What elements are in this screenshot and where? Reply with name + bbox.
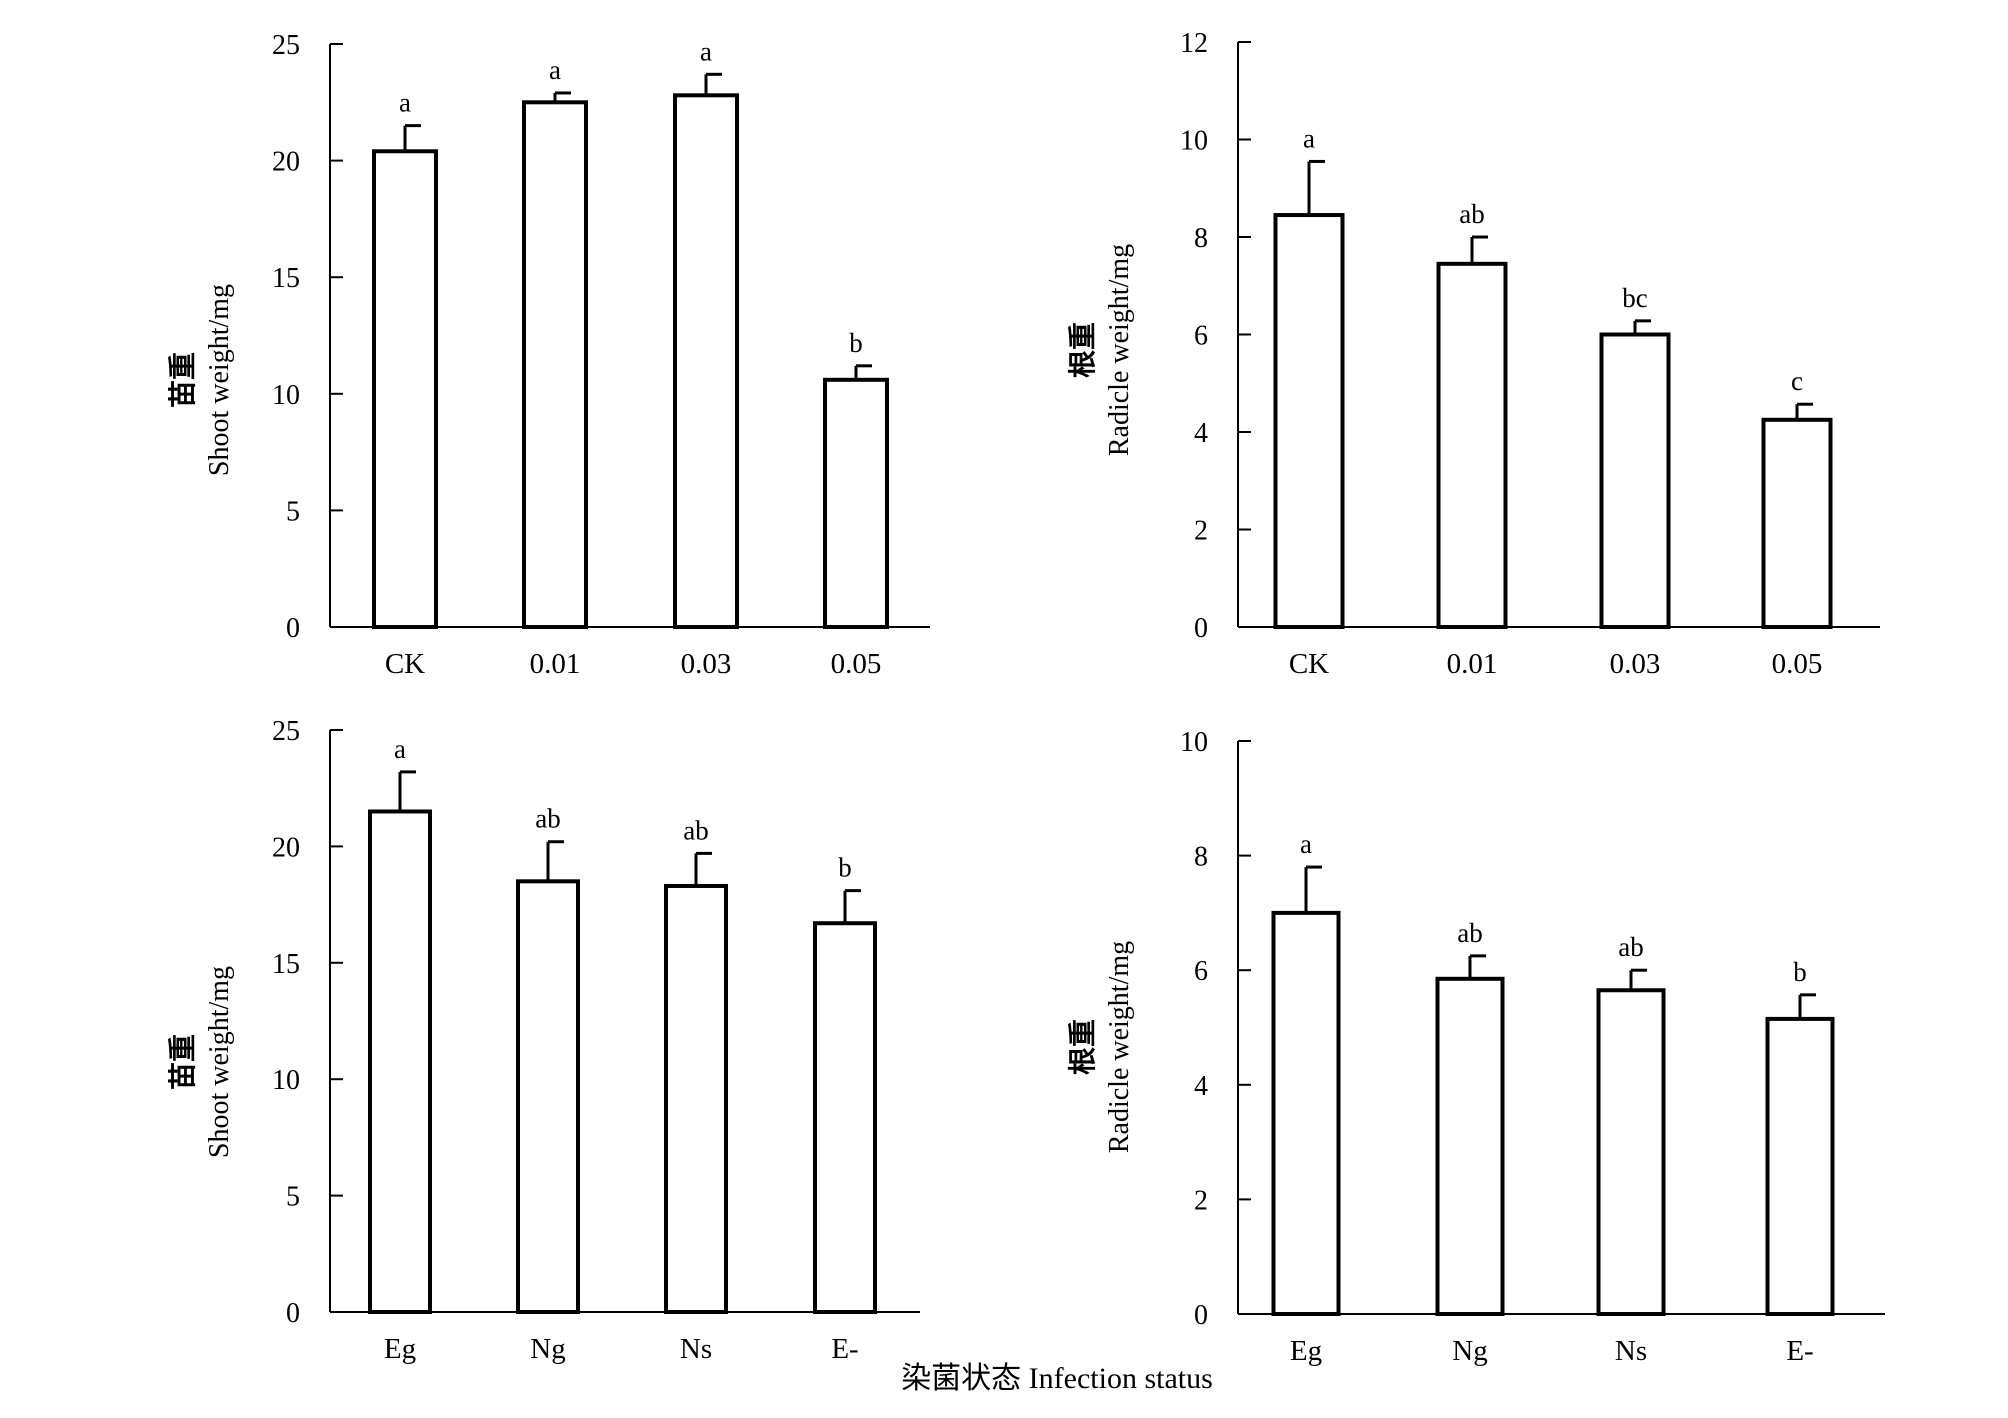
y-tick-label: 25	[272, 716, 300, 747]
significance-label: a	[1303, 123, 1315, 153]
y-tick-label: 20	[272, 147, 300, 178]
bar	[673, 93, 739, 629]
significance-label: ab	[1459, 199, 1484, 229]
y-tick-label: 2	[1194, 1185, 1208, 1216]
y-tick-label: 20	[272, 832, 300, 863]
y-tick-label: 25	[272, 30, 300, 61]
category-label: 0.05	[1772, 648, 1823, 680]
significance-label: a	[399, 88, 411, 118]
category-label: CK	[1289, 648, 1329, 680]
bar	[823, 377, 889, 630]
significance-label: bc	[1622, 283, 1648, 313]
y-tick-label: 5	[286, 496, 300, 527]
y-tick-label: 2	[1194, 516, 1208, 547]
shared-x-axis-label: 染菌状态 Infection status	[901, 1362, 1213, 1395]
significance-label: ab	[535, 804, 560, 834]
significance-label: a	[700, 36, 712, 66]
y-tick-label: 8	[1194, 842, 1208, 873]
y-axis-label-cn: 苗重	[167, 352, 199, 408]
significance-label: a	[394, 734, 406, 764]
significance-label: ab	[683, 815, 708, 845]
bar	[1273, 213, 1345, 629]
y-axis-label: 苗重 Shoot weight/mg	[167, 966, 235, 1158]
shoot-weight-infection-chart: 0 5 10 15 20 25 苗重 Shoot weight/mg a Eg ab Ng ab Ns b E…	[167, 716, 920, 1365]
category-label: Ng	[530, 1333, 565, 1365]
y-axis-label-cn: 苗重	[167, 1034, 199, 1090]
y-tick-label: 15	[272, 263, 300, 294]
y-tick-label: 5	[286, 1182, 300, 1213]
category-label: 0.01	[1447, 648, 1498, 680]
y-tick-label: 12	[1180, 28, 1208, 59]
category-label: Eg	[1290, 1335, 1322, 1367]
significance-label: ab	[1618, 932, 1643, 962]
y-axis-label-en: Shoot weight/mg	[204, 284, 235, 476]
shoot-weight-concentration-chart: 0 5 10 15 20 25 苗重 Shoot weight/mg a CK a 0.01 a 0.03…	[167, 30, 930, 680]
y-tick-label: 4	[1194, 418, 1208, 449]
y-tick-label: 0	[286, 1298, 300, 1329]
bar	[368, 809, 432, 1314]
category-label: 0.03	[681, 648, 732, 680]
category-label: Ns	[1615, 1335, 1647, 1367]
significance-label: c	[1791, 366, 1803, 396]
y-tick-label: 15	[272, 949, 300, 980]
y-tick-label: 10	[1180, 727, 1208, 758]
category-label: Eg	[384, 1333, 416, 1365]
bar	[372, 149, 438, 629]
bar	[664, 883, 728, 1314]
bar	[1761, 417, 1833, 629]
y-tick-label: 10	[1180, 126, 1208, 157]
y-tick-label: 6	[1194, 956, 1208, 987]
y-axis-label-en: Shoot weight/mg	[204, 966, 235, 1158]
y-axis-label: 根重 Radicle weight/mg	[1067, 941, 1135, 1153]
y-axis-label: 根重 Radicle weight/mg	[1067, 244, 1135, 456]
significance-label: b	[1793, 957, 1807, 987]
y-axis-label-cn: 根重	[1067, 322, 1099, 378]
radicle-weight-infection-chart: 0 2 4 6 8 10 根重 Radicle weight/mg a Eg ab Ng ab Ns b E-	[1067, 727, 1885, 1367]
significance-label: a	[549, 55, 561, 85]
y-tick-label: 0	[1194, 613, 1208, 644]
bar	[522, 100, 588, 630]
significance-label: a	[1300, 829, 1312, 859]
bar	[1271, 910, 1341, 1317]
significance-label: b	[838, 853, 852, 883]
category-label: 0.05	[831, 648, 882, 680]
bar	[1599, 332, 1671, 629]
y-tick-label: 6	[1194, 321, 1208, 352]
category-label: Ns	[680, 1333, 712, 1365]
y-axis-label-cn: 根重	[1067, 1019, 1099, 1075]
category-label: 0.01	[530, 648, 581, 680]
bar	[1596, 988, 1666, 1316]
category-label: Ng	[1452, 1335, 1487, 1367]
y-axis-label-en: Radicle weight/mg	[1104, 941, 1135, 1153]
significance-label: b	[849, 328, 863, 358]
category-label: E-	[1786, 1335, 1813, 1367]
significance-label: ab	[1457, 918, 1482, 948]
bar	[516, 879, 580, 1314]
bar	[1436, 261, 1508, 629]
y-tick-label: 4	[1194, 1071, 1208, 1102]
y-axis-label: 苗重 Shoot weight/mg	[167, 284, 235, 476]
category-label: CK	[385, 648, 425, 680]
bar	[1765, 1016, 1835, 1317]
category-label: 0.03	[1610, 648, 1661, 680]
category-label: E-	[831, 1333, 858, 1365]
radicle-weight-concentration-chart: 0 2 4 6 8 10 12 根重 Radicle weight/mg a CK ab 0.01 bc 0…	[1067, 28, 1880, 680]
bar	[1435, 976, 1505, 1316]
y-axis-label-en: Radicle weight/mg	[1104, 244, 1135, 456]
y-tick-label: 10	[272, 380, 300, 411]
y-tick-label: 0	[1194, 1300, 1208, 1331]
y-tick-label: 10	[272, 1065, 300, 1096]
y-tick-label: 8	[1194, 223, 1208, 254]
y-tick-label: 0	[286, 613, 300, 644]
bar	[813, 921, 877, 1314]
